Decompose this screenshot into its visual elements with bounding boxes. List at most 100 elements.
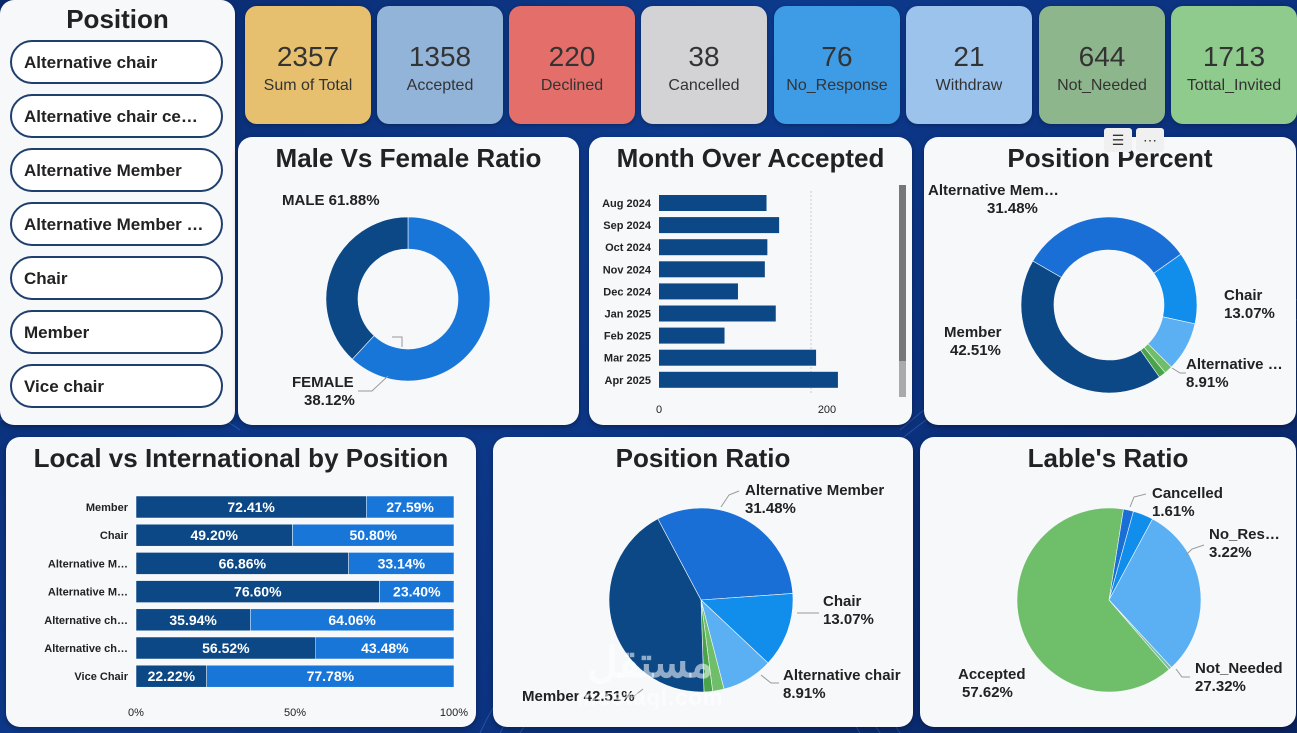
lr-noresp-pct: 3.22% [1209, 544, 1252, 561]
kpi-label: Tottal_Invited [1186, 77, 1282, 94]
lr-cancelled-name: Cancelled [1152, 485, 1223, 502]
kpi-label: Withdraw [935, 77, 1003, 94]
li-bar-label: 35.94% [169, 612, 217, 628]
slicer-item-alternative-chair-center[interactable]: Alternative chair ce… [10, 94, 223, 138]
li-bar-international[interactable] [366, 495, 455, 519]
kpi-cancelled: 38 Cancelled [641, 6, 767, 124]
pr-slice-member[interactable] [608, 518, 705, 693]
li-bar-label: 33.14% [378, 555, 426, 571]
month-bar[interactable] [659, 195, 767, 211]
li-bar-international[interactable] [250, 608, 455, 632]
month-tick-label: Dec 2024 [603, 286, 652, 298]
li-axis-tick: 100% [440, 707, 468, 719]
li-bar-international[interactable] [315, 636, 455, 660]
kpi-sum-of-total: 2357 Sum of Total [245, 6, 371, 124]
watermark: مستقل mostaql.com [565, 640, 735, 720]
month-bar[interactable] [659, 371, 838, 388]
slicer-item-alternative-chair[interactable]: Alternative chair [10, 40, 223, 84]
lr-noresp-name: No_Res… [1209, 526, 1280, 543]
position-ratio-pie: Alternative Member 31.48% Chair 13.07% A… [522, 482, 901, 705]
month-axis-tick: 0 [656, 404, 662, 416]
kpi-label: Declined [540, 77, 604, 94]
li-axis-tick: 0% [128, 707, 144, 719]
month-bar[interactable] [659, 261, 765, 278]
gender-slice-female[interactable] [325, 216, 409, 360]
li-bar-label: 72.41% [227, 499, 275, 515]
kpi-no-response: 76 No_Response [774, 6, 900, 124]
pp-alt-member-pct: 31.48% [987, 200, 1038, 217]
month-tick-label: Mar 2025 [604, 353, 651, 365]
slicer-item-vice-chair[interactable]: Vice chair [10, 364, 223, 408]
kpi-value: 220 [548, 41, 596, 72]
slicer-item-alternative-member-2[interactable]: Alternative Member … [10, 202, 223, 246]
watermark-latin: mostaql.com [576, 685, 724, 710]
month-tick-label: Nov 2024 [603, 264, 652, 276]
female-label: FEMALE [292, 374, 354, 391]
li-axis-tick: 50% [284, 707, 306, 719]
slicer-item-chair[interactable]: Chair [10, 256, 223, 300]
li-category-label: Vice Chair [74, 671, 128, 683]
position-slicer: Position Alternative chair Alternative c… [0, 0, 235, 425]
watermark-arabic: مستقل [587, 639, 713, 686]
pr-chair-name: Chair [823, 593, 862, 610]
li-bar-international[interactable] [292, 523, 455, 547]
month-accepted-panel: Month Over Accepted Aug 2024 Sep 2024 Oct … [589, 137, 912, 425]
lr-notneeded-name: Not_Needed [1195, 660, 1283, 677]
month-bar[interactable] [659, 217, 780, 234]
li-bar-label: 49.20% [190, 527, 238, 543]
gender-donut-chart: MALE 61.88% FEMALE 38.12% [282, 192, 491, 409]
li-category-label: Member [86, 502, 129, 514]
more-options-icon[interactable]: ⋯ [1136, 128, 1164, 152]
kpi-accepted: 1358 Accepted [377, 6, 503, 124]
li-bar-label: 27.59% [386, 499, 434, 515]
kpi-label: Accepted [406, 77, 474, 94]
month-tick-label: Feb 2025 [604, 331, 651, 343]
li-bar-international[interactable] [379, 580, 455, 603]
pp-slice-member[interactable] [1020, 260, 1160, 394]
lr-notneeded-pct: 27.32% [1195, 678, 1246, 695]
month-bar[interactable] [659, 283, 738, 300]
month-tick-label: Sep 2024 [603, 220, 652, 232]
li-bar-international[interactable] [348, 552, 455, 575]
month-tick-label: Oct 2024 [605, 242, 652, 254]
month-bar[interactable] [659, 239, 768, 256]
month-tick-label: Jan 2025 [605, 309, 651, 321]
pr-alt-chair-pct: 8.91% [783, 685, 826, 702]
label-ratio-panel: Lable's Ratio Cancelled 1.61% No_Res… 3.… [920, 437, 1296, 727]
female-pct-label: 38.12% [304, 392, 355, 409]
lr-slice-accepted[interactable] [1016, 507, 1170, 693]
slicer-item-member[interactable]: Member [10, 310, 223, 354]
scrollbar-track[interactable] [899, 185, 906, 361]
li-category-label: Alternative M… [48, 558, 128, 570]
pr-slice-alternative-member[interactable] [657, 507, 794, 601]
pp-alt-chair-pct: 8.91% [1186, 374, 1229, 391]
month-bar[interactable] [659, 349, 817, 366]
pr-slice-chair[interactable] [700, 593, 794, 664]
kpi-value: 2357 [276, 41, 340, 72]
slicer-item-alternative-member[interactable]: Alternative Member [10, 148, 223, 192]
kpi-not-needed: 644 Not_Needed [1039, 6, 1165, 124]
local-intl-panel: Local vs International by Position Membe… [6, 437, 476, 727]
pr-alt-chair-name: Alternative chair [783, 667, 901, 684]
month-tick-label: Aug 2024 [602, 198, 652, 210]
li-bar-label: 43.48% [361, 640, 409, 656]
scrollbar-thumb[interactable] [899, 361, 906, 397]
li-bar-international[interactable] [206, 664, 455, 688]
pp-member-name: Member [944, 324, 1002, 341]
label-ratio-title: Lable's Ratio [1027, 443, 1189, 473]
month-tick-label: Apr 2025 [605, 375, 651, 387]
month-bar[interactable] [659, 327, 725, 344]
local-intl-stacked-bar: Member 72.41% 27.59% Chair 49.20% 50.80% Alter… [44, 495, 468, 719]
lr-cancelled-pct: 1.61% [1152, 503, 1195, 520]
kpi-label: Not_Needed [1057, 77, 1147, 94]
kpi-withdraw: 21 Withdraw [906, 6, 1032, 124]
month-bar[interactable] [659, 305, 776, 322]
li-category-label: Alternative ch… [44, 643, 128, 655]
gender-chart-title: Male Vs Female Ratio [275, 143, 542, 173]
pp-slice-alternative-member[interactable] [1032, 216, 1182, 278]
lr-slice-not-needed[interactable] [1108, 518, 1202, 668]
filter-icon[interactable]: ☰ [1104, 128, 1132, 152]
gender-slice-male[interactable] [351, 216, 491, 382]
month-chart-title: Month Over Accepted [616, 143, 885, 173]
visual-header-icons: ☰ ⋯ [1104, 128, 1168, 154]
